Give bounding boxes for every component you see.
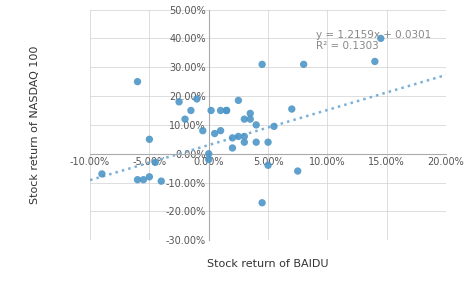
- Point: [134, 177, 141, 182]
- Point: [270, 124, 278, 129]
- Point: [258, 62, 266, 67]
- Point: [98, 172, 106, 176]
- Point: [246, 117, 254, 122]
- Point: [258, 200, 266, 205]
- Point: [241, 117, 248, 122]
- Point: [252, 122, 260, 127]
- Point: [223, 108, 230, 113]
- Point: [294, 169, 301, 173]
- Point: [217, 108, 224, 113]
- Point: [241, 134, 248, 139]
- Point: [217, 128, 224, 133]
- Point: [207, 108, 215, 113]
- Point: [157, 179, 165, 184]
- X-axis label: Stock return of BAIDU: Stock return of BAIDU: [207, 259, 329, 269]
- Point: [146, 137, 153, 142]
- Text: y = 1.2159x + 0.0301: y = 1.2159x + 0.0301: [315, 30, 431, 40]
- Point: [264, 140, 272, 145]
- Point: [175, 100, 183, 104]
- Point: [199, 128, 206, 133]
- Text: R² = 0.1303: R² = 0.1303: [315, 41, 378, 51]
- Point: [288, 107, 296, 111]
- Point: [151, 160, 159, 165]
- Point: [187, 108, 195, 113]
- Point: [181, 117, 189, 122]
- Point: [300, 62, 307, 67]
- Y-axis label: Stock return of NASDAQ 100: Stock return of NASDAQ 100: [30, 46, 40, 204]
- Point: [229, 136, 236, 140]
- Point: [252, 140, 260, 145]
- Point: [211, 131, 219, 136]
- Point: [241, 140, 248, 145]
- Point: [235, 98, 242, 103]
- Point: [193, 97, 201, 101]
- Point: [377, 36, 384, 41]
- Point: [205, 151, 212, 156]
- Point: [140, 177, 147, 182]
- Point: [235, 134, 242, 139]
- Point: [205, 157, 212, 162]
- Point: [146, 174, 153, 179]
- Point: [246, 111, 254, 116]
- Point: [264, 163, 272, 168]
- Point: [229, 146, 236, 150]
- Point: [223, 108, 230, 113]
- Point: [371, 59, 379, 64]
- Point: [134, 79, 141, 84]
